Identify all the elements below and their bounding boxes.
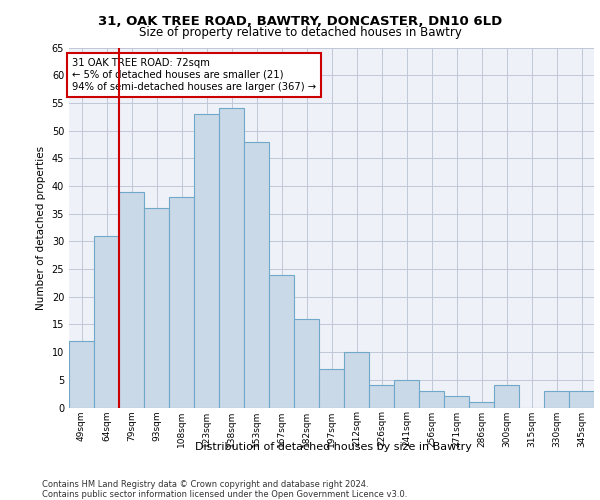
Bar bbox=[294, 319, 319, 408]
Text: 31 OAK TREE ROAD: 72sqm
← 5% of detached houses are smaller (21)
94% of semi-det: 31 OAK TREE ROAD: 72sqm ← 5% of detached… bbox=[71, 58, 316, 92]
Bar bbox=[444, 396, 469, 407]
Bar bbox=[394, 380, 419, 407]
Bar bbox=[419, 391, 444, 407]
Bar bbox=[119, 192, 144, 408]
Y-axis label: Number of detached properties: Number of detached properties bbox=[36, 146, 46, 310]
Bar bbox=[94, 236, 119, 408]
Text: 31, OAK TREE ROAD, BAWTRY, DONCASTER, DN10 6LD: 31, OAK TREE ROAD, BAWTRY, DONCASTER, DN… bbox=[98, 15, 502, 28]
Bar bbox=[494, 386, 519, 407]
Bar bbox=[144, 208, 169, 408]
Bar bbox=[469, 402, 494, 407]
Bar bbox=[544, 391, 569, 407]
Bar bbox=[69, 341, 94, 407]
Text: Contains HM Land Registry data © Crown copyright and database right 2024.
Contai: Contains HM Land Registry data © Crown c… bbox=[42, 480, 407, 499]
Bar bbox=[319, 368, 344, 408]
Bar bbox=[219, 108, 244, 408]
Bar bbox=[194, 114, 219, 408]
Bar bbox=[569, 391, 594, 407]
Text: Size of property relative to detached houses in Bawtry: Size of property relative to detached ho… bbox=[139, 26, 461, 39]
Bar bbox=[369, 386, 394, 407]
Text: Distribution of detached houses by size in Bawtry: Distribution of detached houses by size … bbox=[194, 442, 472, 452]
Bar bbox=[244, 142, 269, 408]
Bar bbox=[269, 274, 294, 407]
Bar bbox=[169, 197, 194, 408]
Bar bbox=[344, 352, 369, 408]
